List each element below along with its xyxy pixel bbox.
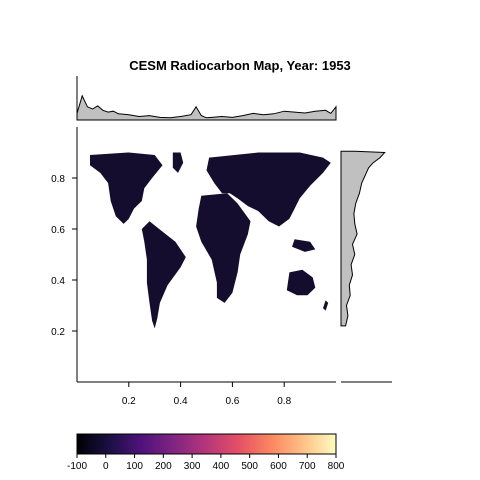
land-new-zealand <box>323 300 329 311</box>
colorbar-tick-label: 200 <box>155 461 172 472</box>
land-indonesia <box>292 239 316 252</box>
y-tick-label: 0.4 <box>51 276 65 287</box>
x-ticks: 0.2 0.4 0.6 0.8 <box>122 382 292 407</box>
colorbar-tick-label: 500 <box>241 461 258 472</box>
land-australia <box>286 269 316 296</box>
colorbar-tick-label: 800 <box>328 461 345 472</box>
colorbar-tick-label: 600 <box>270 461 287 472</box>
land-greenland <box>172 152 184 173</box>
colorbar-tick-label: 700 <box>299 461 316 472</box>
colorbar-gradient <box>76 433 337 455</box>
colorbar-tick-label: 100 <box>126 461 143 472</box>
colorbar-tick-label: 400 <box>213 461 230 472</box>
y-tick-label: 0.6 <box>51 225 65 236</box>
right-marginal-plot <box>340 150 392 383</box>
colorbar-tick-label: 300 <box>184 461 201 472</box>
land-mask <box>90 152 331 329</box>
x-tick-label: 0.4 <box>174 396 188 407</box>
y-ticks: 0.2 0.4 0.6 0.8 <box>51 174 77 338</box>
colorbar-tick-label: 0 <box>103 461 109 472</box>
y-tick-label: 0.8 <box>51 174 65 185</box>
right-marginal-area <box>340 150 386 327</box>
chart-title: CESM Radiocarbon Map, Year: 1953 <box>129 58 351 73</box>
x-tick-label: 0.8 <box>277 396 291 407</box>
land-north-america <box>90 152 163 224</box>
top-marginal-plot <box>76 76 337 121</box>
colorbar-ticks: -100 0 100 200 300 400 500 600 700 800 <box>67 454 345 472</box>
map-panel: 0.2 0.4 0.6 0.8 0.2 0.4 0.6 0.8 <box>51 127 336 407</box>
colorbar: -100 0 100 200 300 400 500 600 700 800 <box>67 433 345 472</box>
land-south-america <box>141 221 186 329</box>
colorbar-tick-label: -100 <box>67 461 87 472</box>
x-tick-label: 0.2 <box>122 396 136 407</box>
y-tick-label: 0.2 <box>51 327 65 338</box>
x-tick-label: 0.6 <box>225 396 239 407</box>
top-marginal-area <box>76 94 337 121</box>
land-europe-asia <box>206 152 331 227</box>
land-africa <box>196 193 251 303</box>
